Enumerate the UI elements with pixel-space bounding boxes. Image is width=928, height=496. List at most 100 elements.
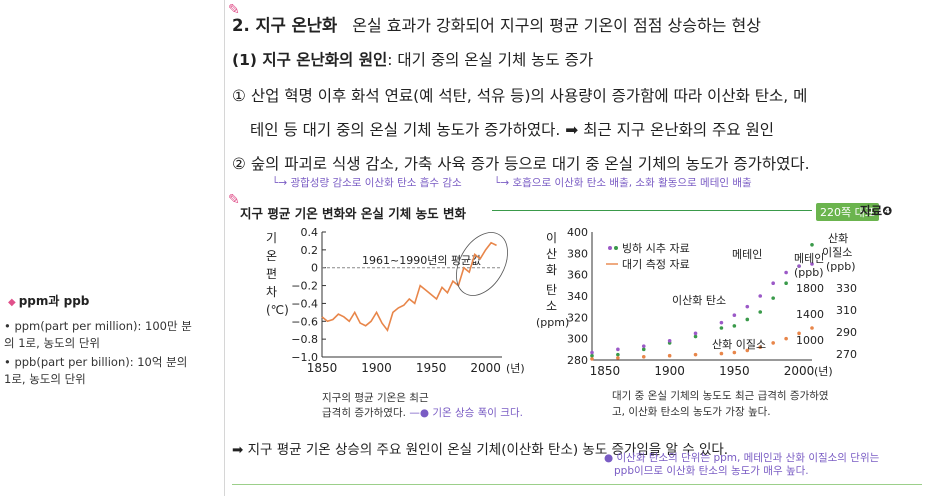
data-point bbox=[719, 320, 724, 325]
section-heading: 2. 지구 온난화 온실 효과가 강화되어 지구의 평균 기온이 점점 상승하는… bbox=[232, 12, 761, 36]
cause-line: (1) 지구 온난화의 원인: 대기 중의 온실 기체 농도 증가 bbox=[232, 48, 593, 70]
sidebar-item-ppb: • ppb(part per billion): 10억 분의 1로, 농도의 … bbox=[4, 355, 188, 386]
x-tick-label: 1900 bbox=[361, 361, 392, 375]
data-point bbox=[771, 296, 775, 300]
figure-pin-icon: ✎ bbox=[228, 192, 240, 208]
legend-atmospheric: 대기 측정 자료 bbox=[622, 258, 690, 271]
cause-label: (1) 지구 온난화의 원인 bbox=[232, 51, 388, 69]
data-point bbox=[693, 334, 698, 339]
highlight-ellipse bbox=[456, 232, 508, 296]
data-point bbox=[616, 356, 620, 360]
svg-text:소: 소 bbox=[546, 299, 557, 313]
y-tick-label: 0.4 bbox=[301, 226, 319, 239]
figure-ref-tag: 자료❹ bbox=[860, 204, 893, 218]
svg-text:이: 이 bbox=[546, 231, 557, 245]
y-tick-label: −0.8 bbox=[291, 333, 318, 346]
figure-rule bbox=[492, 210, 812, 211]
data-point bbox=[719, 351, 724, 356]
label-methane: 메테인 bbox=[732, 248, 762, 261]
note-photosynthesis: └→ 광합성량 감소로 이산화 탄소 흡수 감소 bbox=[272, 177, 462, 189]
right-caption-1: 대기 중 온실 기체의 농도도 최근 급격히 증가하였 bbox=[612, 390, 829, 402]
methane-tick-label: 1400 bbox=[796, 308, 824, 321]
data-point bbox=[616, 347, 620, 352]
data-point bbox=[771, 341, 775, 345]
note-respiration: └→ 호흡으로 이산화 탄소 배출, 소화 활동으로 메테인 배출 bbox=[494, 177, 752, 189]
annotation-baseline: 1961~1990년의 평균값 bbox=[362, 254, 481, 267]
column-divider bbox=[224, 0, 225, 496]
section-desc: 온실 효과가 강화되어 지구의 평균 기온이 점점 상승하는 현상 bbox=[352, 16, 761, 35]
data-point bbox=[758, 310, 763, 314]
paragraph-1-line-2: 테인 등 대기 중의 온실 기체 농도가 증가하였다. ➡ 최근 지구 온난화의… bbox=[250, 121, 775, 139]
data-point bbox=[693, 352, 698, 357]
y-tick-label: 280 bbox=[567, 354, 588, 367]
ylabel-char-4: 차 bbox=[266, 285, 277, 299]
ylabel-char-5: (℃) bbox=[266, 303, 289, 317]
svg-text:이질소: 이질소 bbox=[822, 246, 852, 259]
data-point bbox=[771, 281, 775, 285]
cause-text: : 대기 중의 온실 기체 농도 증가 bbox=[387, 51, 594, 69]
data-point bbox=[732, 324, 737, 328]
temperature-series-line bbox=[321, 241, 497, 332]
y-tick-label: −1.0 bbox=[291, 351, 318, 364]
gas-concentration-chart: 이 산 화 탄 소 (ppm) 400 380 360 340 320 300 280 18… bbox=[536, 226, 857, 378]
n2o-tick-label: 330 bbox=[836, 282, 857, 295]
x-tick-label: 1850 bbox=[590, 364, 621, 378]
figure-title: 지구 평균 기온 변화와 온실 기체 농도 변화 bbox=[240, 206, 466, 221]
svg-text:산: 산 bbox=[546, 247, 557, 261]
legend-ice-core: 빙하 시추 자료 bbox=[622, 241, 690, 255]
data-point bbox=[797, 264, 801, 268]
left-caption-2: 급격히 증가하였다. —● 기온 상승 폭이 크다. bbox=[322, 407, 523, 419]
data-point bbox=[797, 331, 801, 336]
svg-text:산화: 산화 bbox=[828, 232, 848, 245]
data-point bbox=[810, 262, 814, 266]
x-tick-label: 1900 bbox=[654, 364, 685, 378]
x-tick-label: 2000 bbox=[470, 361, 501, 375]
data-point bbox=[732, 313, 737, 317]
y-tick-label: 340 bbox=[567, 290, 588, 303]
n2o-tick-label: 290 bbox=[836, 326, 857, 339]
data-point bbox=[745, 304, 750, 309]
n2o-tick-label: 270 bbox=[836, 348, 857, 361]
y-tick-label: −0.2 bbox=[291, 280, 318, 293]
y-tick-label: 0 bbox=[311, 262, 318, 275]
data-point bbox=[745, 317, 750, 322]
sidebar-title: ppm과 ppb bbox=[8, 292, 90, 309]
data-point bbox=[758, 345, 763, 349]
data-point bbox=[590, 353, 594, 358]
data-point bbox=[693, 331, 698, 336]
sidebar: ppm과 ppb • ppm(part per million): 100만 분… bbox=[0, 0, 205, 496]
temperature-chart: 기 온 편 차 (℃) 0.40.20−0.2−0.4−0.6−0.8−1.0 … bbox=[266, 226, 525, 375]
data-point bbox=[641, 344, 646, 348]
data-point bbox=[719, 326, 724, 330]
svg-text:(ppm): (ppm) bbox=[536, 316, 569, 329]
x-tick-label: 1950 bbox=[416, 361, 447, 375]
data-point bbox=[641, 355, 646, 359]
data-point bbox=[758, 294, 763, 298]
data-point bbox=[590, 350, 594, 355]
data-point bbox=[590, 357, 594, 361]
y-tick-label: 300 bbox=[567, 333, 588, 346]
left-caption-1: 지구의 평균 기온은 최근 bbox=[322, 392, 429, 404]
data-point bbox=[784, 281, 788, 285]
main-content: ✎ 2. 지구 온난화 온실 효과가 강화되어 지구의 평균 기온이 점점 상승… bbox=[228, 0, 928, 496]
ylabel-char-1: 기 bbox=[266, 231, 277, 245]
x-tick-label: 1850 bbox=[307, 361, 338, 375]
data-point bbox=[616, 352, 620, 357]
paragraph-2: ② 숲의 파괴로 식생 감소, 가축 사육 증가 등으로 대기 중 온실 기체의… bbox=[232, 155, 810, 173]
right-caption-2: 고, 이산화 탄소의 농도가 가장 높다. bbox=[612, 406, 771, 418]
x-axis-label: (년) bbox=[506, 362, 525, 375]
x-tick-label: 2000 bbox=[784, 364, 815, 378]
n2o-tick-label: 310 bbox=[836, 304, 857, 317]
y-tick-label: 380 bbox=[567, 247, 588, 260]
data-point bbox=[745, 348, 750, 353]
methane-tick-label: 1000 bbox=[796, 334, 824, 347]
figure-ref-page: 220쪽 대표 bbox=[816, 203, 879, 221]
svg-text:(ppb): (ppb) bbox=[826, 260, 856, 273]
data-point bbox=[784, 270, 788, 275]
summary-note: ● 이산화 탄소의 단위는 ppm, 메테인과 산화 이질소의 단위는 ppb이… bbox=[604, 452, 880, 477]
label-n2o: 산화 이질소 bbox=[712, 338, 766, 351]
ylabel-char-2: 온 bbox=[266, 249, 277, 263]
x-tick-label: 1950 bbox=[719, 364, 750, 378]
sidebar-item-ppm: • ppm(part per million): 100만 분의 1로, 농도의… bbox=[4, 319, 192, 350]
svg-text:화: 화 bbox=[546, 263, 557, 277]
